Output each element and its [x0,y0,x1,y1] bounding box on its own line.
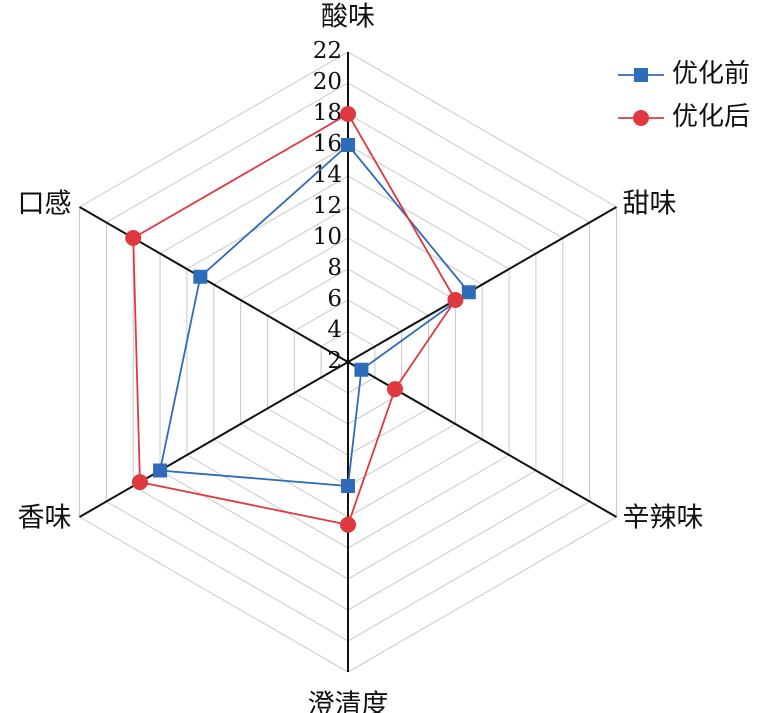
r-tick-label: 14 [313,162,342,188]
data-point [125,230,142,246]
legend-label: 优化前 [672,59,750,89]
data-point [633,110,649,126]
r-tick-label: 4 [327,317,342,343]
category-label: 口感 [18,189,72,220]
data-point [461,285,476,300]
data-point [131,474,148,491]
data-point [340,516,356,533]
r-tick-label: 2 [327,348,342,374]
r-tick-label: 10 [313,224,342,250]
r-tick-label: 20 [313,69,342,95]
data-point [386,381,403,398]
category-label: 甜味 [622,189,676,220]
category-label: 酸味 [321,2,375,33]
r-tick-label: 18 [313,100,342,126]
category-label: 辛辣味 [622,503,703,534]
r-tick-label: 6 [327,286,342,312]
r-tick-label: 22 [313,38,342,64]
series [125,106,664,533]
axis-spoke [79,361,349,518]
data-point [193,269,208,284]
r-tick-label: 16 [313,131,342,157]
category-label: 香味 [18,503,72,534]
category-label: 澄清度 [308,690,389,713]
data-point [341,138,355,152]
r-tick-label: 8 [327,255,342,281]
data-point [340,106,356,122]
series [153,68,664,493]
data-point [341,479,355,493]
axis-spoke [79,206,349,363]
data-point [447,292,464,308]
axis-spoke [347,206,617,363]
data-point [153,463,168,478]
legend-label: 优化后 [672,102,750,132]
r-tick-label: 12 [313,193,342,219]
data-point [634,68,648,82]
data-point [354,362,369,377]
